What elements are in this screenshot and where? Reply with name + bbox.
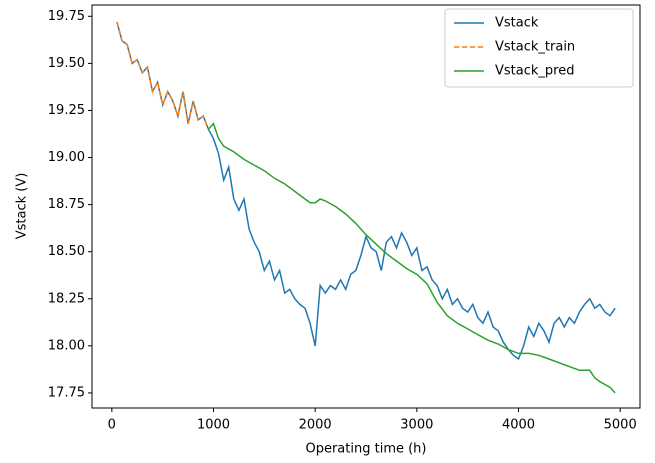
x-tick-label: 2000 xyxy=(299,418,332,433)
y-tick-label: 18.75 xyxy=(48,197,85,212)
line xyxy=(207,122,616,394)
legend-box xyxy=(444,8,634,88)
legend-label: Vstack_pred xyxy=(495,64,574,79)
y-tick-label: 18.50 xyxy=(48,244,85,259)
line xyxy=(116,21,616,361)
y-tick-label: 17.75 xyxy=(48,385,85,400)
y-tick-label: 19.25 xyxy=(48,103,85,118)
y-axis-label: Vstack (V) xyxy=(15,173,30,240)
x-tick-label: 0 xyxy=(108,418,116,433)
axes-frame xyxy=(91,4,641,409)
legend-label: Vstack_train xyxy=(495,40,575,55)
legend-label: Vstack xyxy=(495,16,539,31)
x-tick-label: 3000 xyxy=(400,418,433,433)
y-tick-label: 19.50 xyxy=(48,56,85,71)
y-tick-label: 18.00 xyxy=(48,338,85,353)
y-tick-label: 19.00 xyxy=(48,150,85,165)
y-tick-label: 19.75 xyxy=(48,9,85,24)
line xyxy=(116,21,210,130)
x-axis-label: Operating time (h) xyxy=(305,442,426,457)
y-tick-label: 18.25 xyxy=(48,291,85,306)
x-tick-label: 1000 xyxy=(197,418,230,433)
x-tick-label: 4000 xyxy=(502,418,535,433)
x-tick-label: 5000 xyxy=(604,418,637,433)
